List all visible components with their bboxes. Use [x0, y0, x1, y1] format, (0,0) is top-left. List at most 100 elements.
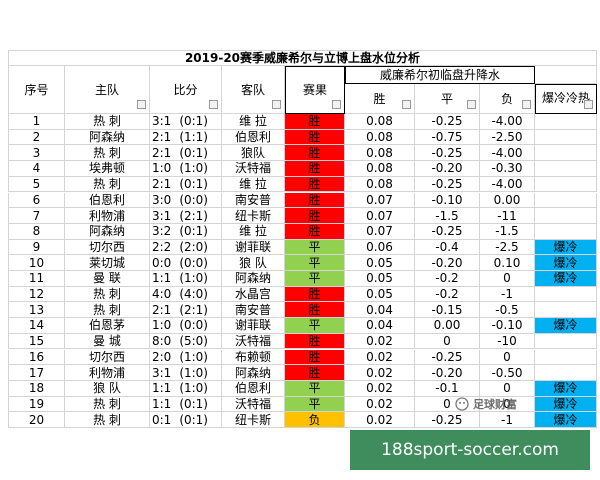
- upset-empty: [535, 286, 597, 303]
- site-banner: 188sport-soccer.com: [350, 430, 590, 470]
- half-time-score: (5:0): [179, 334, 208, 349]
- odds-change: -0.2: [415, 271, 480, 287]
- upset-flag: 爆冷: [535, 271, 597, 287]
- home-team: 热 刺: [65, 396, 150, 413]
- odds-change: 0.04: [345, 318, 415, 334]
- away-team: 沃特福: [222, 161, 285, 177]
- score: 1:1 (1:0): [150, 271, 222, 287]
- match-result: 负: [285, 412, 345, 428]
- odds-change: -1.5: [415, 208, 480, 224]
- filter-button[interactable]: [272, 100, 281, 109]
- odds-change: 0.05: [345, 286, 415, 303]
- half-time-score: (2:0): [179, 239, 208, 254]
- odds-change: -4.00: [480, 145, 535, 162]
- full-time-score: 2:1: [152, 145, 172, 160]
- upset-empty: [535, 129, 597, 146]
- away-team: 南安普: [222, 192, 285, 209]
- odds-change: 0: [480, 349, 535, 366]
- odds-change: 0.02: [345, 396, 415, 413]
- odds-change: 0.02: [345, 380, 415, 397]
- odds-change: -0.25: [415, 114, 480, 130]
- away-team: 阿森纳: [222, 365, 285, 381]
- filter-button[interactable]: [522, 100, 531, 109]
- match-result: 平: [285, 255, 345, 271]
- odds-change: -0.25: [415, 349, 480, 366]
- half-time-score: (0:1): [179, 114, 208, 129]
- home-team: 伯恩茅: [65, 318, 150, 334]
- away-team: 狼 队: [222, 255, 285, 271]
- odds-change: 0: [480, 380, 535, 397]
- half-time-score: (1:0): [179, 365, 208, 380]
- match-result: 胜: [285, 208, 345, 224]
- odds-change: -4.00: [480, 114, 535, 130]
- upset-flag: 爆冷: [535, 239, 597, 256]
- odds-change: 0.07: [345, 192, 415, 209]
- half-time-score: (2:1): [179, 302, 208, 317]
- half-time-score: (1:0): [179, 349, 208, 364]
- home-team: 狼 队: [65, 380, 150, 397]
- score: 2:1 (1:1): [150, 129, 222, 146]
- half-time-score: (1:0): [179, 381, 208, 396]
- filter-button[interactable]: [332, 100, 341, 109]
- match-result: 平: [285, 271, 345, 287]
- score: 3:1 (2:1): [150, 208, 222, 224]
- half-time-score: (1:0): [179, 271, 208, 286]
- away-team: 维 拉: [222, 223, 285, 240]
- upset-empty: [535, 223, 597, 240]
- score: 0:0 (0:0): [150, 255, 222, 271]
- upset-empty: [535, 302, 597, 319]
- full-time-score: 2:0: [152, 349, 172, 364]
- half-time-score: (4:0): [179, 287, 208, 302]
- full-time-score: 2:2: [152, 239, 172, 254]
- odds-change: -0.75: [415, 129, 480, 146]
- upset-empty: [535, 349, 597, 366]
- match-result: 胜: [285, 114, 345, 130]
- odds-change: -2.5: [480, 239, 535, 256]
- away-team: 水晶宫: [222, 286, 285, 303]
- home-team: 利物浦: [65, 208, 150, 224]
- full-time-score: 3:1: [152, 365, 172, 380]
- home-team: 热 刺: [65, 176, 150, 193]
- away-team: 维 拉: [222, 114, 285, 130]
- row-index: 14: [8, 318, 65, 334]
- score: 3:1 (0:1): [150, 114, 222, 130]
- half-time-score: (0:1): [179, 224, 208, 239]
- upset-empty: [535, 114, 597, 130]
- row-index: 15: [8, 333, 65, 350]
- half-time-score: (0:0): [179, 255, 208, 270]
- filter-button[interactable]: [584, 100, 593, 109]
- watermark-icon: [455, 397, 469, 411]
- row-index: 16: [8, 349, 65, 366]
- upset-flag: 爆冷: [535, 380, 597, 397]
- filter-button[interactable]: [402, 100, 411, 109]
- match-result: 胜: [285, 223, 345, 240]
- upset-flag: 爆冷: [535, 255, 597, 271]
- score: 4:0 (4:0): [150, 286, 222, 303]
- away-team: 沃特福: [222, 333, 285, 350]
- odds-change: -0.25: [415, 412, 480, 428]
- row-index: 12: [8, 286, 65, 303]
- row-index: 20: [8, 412, 65, 428]
- filter-button[interactable]: [137, 100, 146, 109]
- table-title: 2019-20赛季威廉希尔与立博上盘水位分析: [8, 50, 597, 66]
- half-time-score: (1:0): [179, 161, 208, 176]
- filter-button[interactable]: [467, 100, 476, 109]
- upset-flag: 爆冷: [535, 412, 597, 428]
- home-team: 热 刺: [65, 145, 150, 162]
- score: 1:1 (0:1): [150, 396, 222, 413]
- odds-change: 0.08: [345, 176, 415, 193]
- row-index: 2: [8, 129, 65, 146]
- odds-change: -0.20: [415, 255, 480, 271]
- match-result: 胜: [285, 129, 345, 146]
- full-time-score: 4:0: [152, 287, 172, 302]
- match-result: 胜: [285, 161, 345, 177]
- filter-button[interactable]: [209, 100, 218, 109]
- half-time-score: (0:1): [179, 177, 208, 192]
- home-team: 莱切城: [65, 255, 150, 271]
- header-home: 主队: [65, 66, 150, 114]
- score: 2:1 (2:1): [150, 302, 222, 319]
- odds-change: 0: [480, 271, 535, 287]
- home-team: 阿森纳: [65, 129, 150, 146]
- odds-change: 0.08: [345, 161, 415, 177]
